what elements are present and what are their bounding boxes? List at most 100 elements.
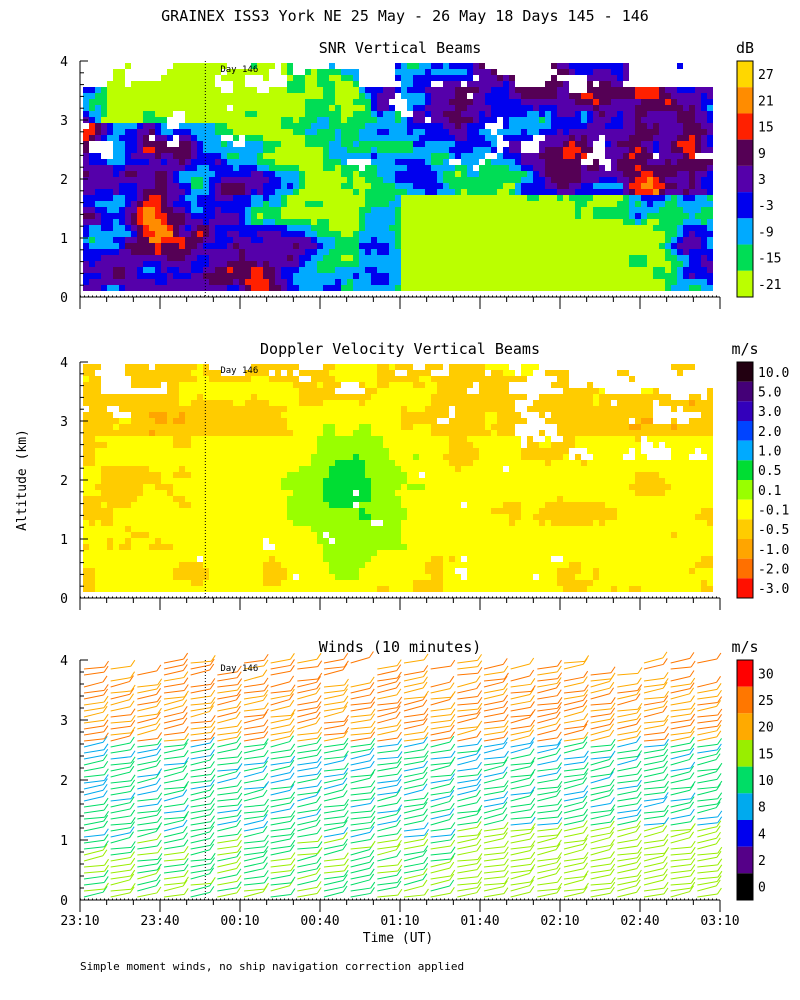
heatmap-cell <box>245 448 251 454</box>
heatmap-cell <box>551 285 557 291</box>
heatmap-cell <box>443 201 449 207</box>
heatmap-cell <box>617 99 623 105</box>
heatmap-cell <box>605 183 611 189</box>
heatmap-cell <box>299 201 305 207</box>
heatmap-cell <box>137 129 143 135</box>
heatmap-cell <box>203 472 209 478</box>
heatmap-cell <box>599 63 605 69</box>
heatmap-cell <box>593 87 599 93</box>
heatmap-cell <box>155 370 161 376</box>
heatmap-cell <box>155 165 161 171</box>
heatmap-cell <box>239 454 245 460</box>
heatmap-cell <box>257 454 263 460</box>
heatmap-cell <box>707 93 713 99</box>
heatmap-cell <box>623 165 629 171</box>
heatmap-cell <box>395 123 401 129</box>
heatmap-cell <box>173 165 179 171</box>
heatmap-cell <box>683 123 689 129</box>
heatmap-cell <box>131 93 137 99</box>
heatmap-cell <box>107 111 113 117</box>
heatmap-cell <box>149 376 155 382</box>
heatmap-cell <box>101 412 107 418</box>
heatmap-cell <box>113 460 119 466</box>
heatmap-cell <box>485 141 491 147</box>
heatmap-cell <box>563 219 569 225</box>
heatmap-cell <box>137 484 143 490</box>
heatmap-cell <box>449 183 455 189</box>
heatmap-cell <box>701 165 707 171</box>
heatmap-cell <box>221 117 227 123</box>
heatmap-cell <box>545 261 551 267</box>
heatmap-cell <box>281 171 287 177</box>
heatmap-cell <box>329 135 335 141</box>
heatmap-cell <box>179 195 185 201</box>
heatmap-cell <box>419 99 425 105</box>
heatmap-cell <box>677 201 683 207</box>
heatmap-cell <box>89 490 95 496</box>
heatmap-cell <box>455 231 461 237</box>
heatmap-cell <box>95 261 101 267</box>
heatmap-cell <box>431 105 437 111</box>
heatmap-cell <box>161 225 167 231</box>
heatmap-cell <box>509 147 515 153</box>
heatmap-cell <box>509 189 515 195</box>
heatmap-cell <box>317 267 323 273</box>
heatmap-cell <box>413 159 419 165</box>
heatmap-cell <box>581 165 587 171</box>
heatmap-cell <box>365 213 371 219</box>
heatmap-cell <box>203 255 209 261</box>
heatmap-cell <box>173 189 179 195</box>
heatmap-cell <box>263 418 269 424</box>
heatmap-cell <box>185 219 191 225</box>
heatmap-cell <box>533 213 539 219</box>
heatmap-cell <box>89 394 95 400</box>
heatmap-cell <box>629 231 635 237</box>
heatmap-cell <box>431 135 437 141</box>
heatmap-cell <box>95 249 101 255</box>
heatmap-cell <box>293 165 299 171</box>
heatmap-cell <box>305 225 311 231</box>
heatmap-cell <box>557 243 563 249</box>
heatmap-cell <box>83 442 89 448</box>
heatmap-cell <box>623 93 629 99</box>
heatmap-cell <box>683 207 689 213</box>
heatmap-cell <box>107 418 113 424</box>
heatmap-cell <box>209 484 215 490</box>
heatmap-cell <box>647 237 653 243</box>
heatmap-cell <box>491 195 497 201</box>
heatmap-cell <box>83 430 89 436</box>
heatmap-cell <box>557 111 563 117</box>
heatmap-cell <box>107 87 113 93</box>
heatmap-cell <box>161 508 167 514</box>
heatmap-cell <box>215 231 221 237</box>
heatmap-cell <box>251 159 257 165</box>
heatmap-cell <box>113 472 119 478</box>
heatmap-cell <box>557 105 563 111</box>
heatmap-cell <box>101 105 107 111</box>
heatmap-cell <box>239 436 245 442</box>
heatmap-cell <box>443 75 449 81</box>
heatmap-cell <box>377 129 383 135</box>
heatmap-cell <box>653 99 659 105</box>
heatmap-cell <box>359 213 365 219</box>
heatmap-cell <box>569 249 575 255</box>
heatmap-cell <box>263 213 269 219</box>
heatmap-cell <box>197 201 203 207</box>
heatmap-cell <box>473 261 479 267</box>
heatmap-cell <box>239 129 245 135</box>
heatmap-cell <box>341 147 347 153</box>
heatmap-cell <box>425 129 431 135</box>
heatmap-cell <box>263 123 269 129</box>
heatmap-cell <box>323 111 329 117</box>
heatmap-cell <box>557 213 563 219</box>
heatmap-cell <box>203 556 209 562</box>
heatmap-cell <box>317 255 323 261</box>
heatmap-cell <box>389 189 395 195</box>
heatmap-cell <box>461 63 467 69</box>
heatmap-cell <box>521 99 527 105</box>
heatmap-cell <box>167 207 173 213</box>
heatmap-cell <box>491 225 497 231</box>
heatmap-cell <box>341 129 347 135</box>
heatmap-cell <box>317 87 323 93</box>
heatmap-cell <box>179 201 185 207</box>
